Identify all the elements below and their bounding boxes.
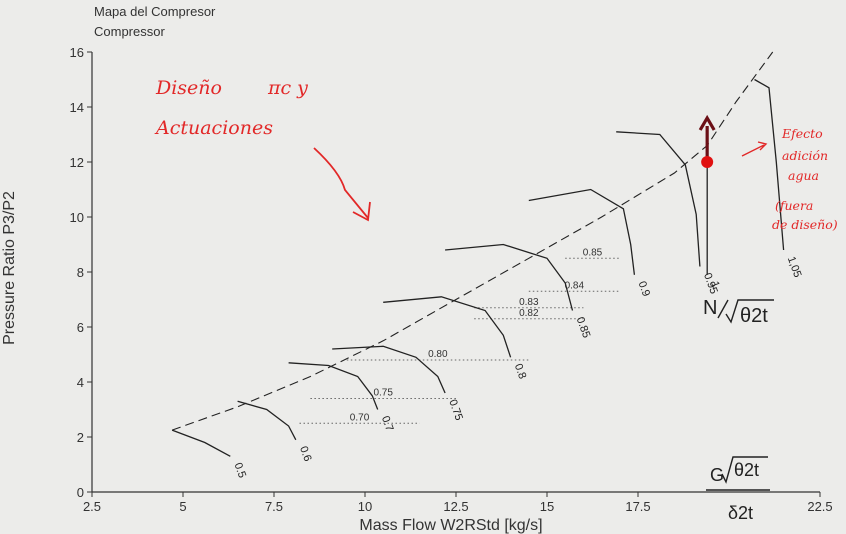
efficiency-label-0.75: 0.75 xyxy=(373,388,393,399)
y-axis-label: Pressure Ratio P3/P2 xyxy=(1,191,18,345)
efficiency-label-0.84: 0.84 xyxy=(565,280,585,291)
x-tick-label: 12.5 xyxy=(443,499,468,514)
chart-subtitle: Compressor xyxy=(94,24,165,39)
efficiency-label-0.82: 0.82 xyxy=(519,308,539,319)
speed-line-0.95 xyxy=(616,131,701,267)
speed-label-0.85: 0.85 xyxy=(574,315,593,339)
y-tick-label: 16 xyxy=(70,45,84,60)
speed-label-0.75: 0.75 xyxy=(446,398,465,422)
speed-line-0.7 xyxy=(288,362,379,410)
x-tick-label: 17.5 xyxy=(625,499,650,514)
speed-line-0.8 xyxy=(383,296,512,358)
speed-line-0.6 xyxy=(237,400,297,441)
speed-line-0.85 xyxy=(445,243,574,311)
speed-symbol-slash xyxy=(717,299,729,319)
speed-symbol: N θ2t xyxy=(703,297,774,327)
design-annotation: Diseño πc y Actuaciones xyxy=(154,77,308,139)
speed-line-0.9 xyxy=(528,188,636,275)
y-tick-label: 2 xyxy=(77,430,84,445)
speed-label-0.6: 0.6 xyxy=(297,445,314,463)
y-tick-label: 0 xyxy=(77,485,84,500)
water-effect-arrow-head xyxy=(698,114,716,131)
water-annotation-line-3: agua xyxy=(788,168,819,183)
efficiency-islands: 0.70 0.75 0.80 0.820.83 0.84 0.85 xyxy=(299,247,620,424)
surge-line xyxy=(171,51,774,431)
design-annotation-word: Diseño xyxy=(155,77,222,99)
design-point xyxy=(701,156,714,168)
y-tick-label: 4 xyxy=(77,375,84,390)
water-annotation-line-2: adición xyxy=(782,148,828,163)
y-tick-label: 14 xyxy=(70,100,84,115)
speed-label-0.9: 0.9 xyxy=(636,280,653,298)
y-tick-label: 10 xyxy=(70,210,84,225)
water-annotation-line-1: Efecto xyxy=(781,126,823,141)
water-annotation-pointer xyxy=(741,141,768,157)
surge-line-path xyxy=(171,51,774,431)
flow-symbol-root xyxy=(721,456,768,484)
y-tick-label: 12 xyxy=(70,155,84,170)
design-marker xyxy=(698,114,716,168)
flow-symbol-theta: θ2t xyxy=(734,460,759,480)
chart-title: Mapa del Compresor xyxy=(94,4,216,19)
speed-label-0.8: 0.8 xyxy=(512,362,529,380)
efficiency-label-0.85: 0.85 xyxy=(583,247,603,258)
efficiency-label-0.70: 0.70 xyxy=(350,412,370,423)
speed-line-0.5 xyxy=(171,429,231,457)
flow-symbol: G θ2t δ2t xyxy=(706,456,770,523)
x-tick-label: 22.5 xyxy=(807,499,832,514)
efficiency-label-0.80: 0.80 xyxy=(428,349,448,360)
speed-symbol-theta: θ2t xyxy=(740,305,768,327)
water-annotation: Efecto adición agua (fuera de diseño) xyxy=(772,126,838,232)
speed-symbol-root xyxy=(725,299,774,324)
speed-label-1: 1 xyxy=(708,280,721,290)
design-annotation-pi: πc y xyxy=(267,77,308,99)
flow-symbol-letter: G xyxy=(710,465,724,485)
x-tick-label: 10 xyxy=(358,499,372,514)
x-tick-label: 7.5 xyxy=(265,499,283,514)
x-tick-label: 2.5 xyxy=(83,499,101,514)
y-tick-label: 6 xyxy=(77,320,84,335)
y-tick-label: 8 xyxy=(77,265,84,280)
water-annotation-line-4: (fuera xyxy=(775,198,813,213)
x-axis-label: Mass Flow W2RStd [kg/s] xyxy=(359,517,542,534)
speed-label-0.7: 0.7 xyxy=(379,414,396,432)
design-annotation-arrow xyxy=(313,147,371,222)
flow-symbol-delta: δ2t xyxy=(728,503,753,523)
speed-symbol-letter: N xyxy=(703,297,717,319)
speed-label-1,05: 1,05 xyxy=(785,255,804,279)
speed-label-0.5: 0.5 xyxy=(232,461,249,479)
speed-line-1,05 xyxy=(754,78,785,251)
x-tick-label: 15 xyxy=(540,499,554,514)
speed-line-0.75 xyxy=(332,345,446,394)
design-annotation-actuaciones: Actuaciones xyxy=(154,117,273,139)
efficiency-label-0.83: 0.83 xyxy=(519,297,539,308)
axes: 2.5 5 7.5 10 12.5 15 17.5 22.5 0 2 4 6 8 10 12 14 16 xyxy=(70,45,833,514)
x-tick-label: 5 xyxy=(179,499,186,514)
water-annotation-line-5: de diseño) xyxy=(772,217,838,232)
